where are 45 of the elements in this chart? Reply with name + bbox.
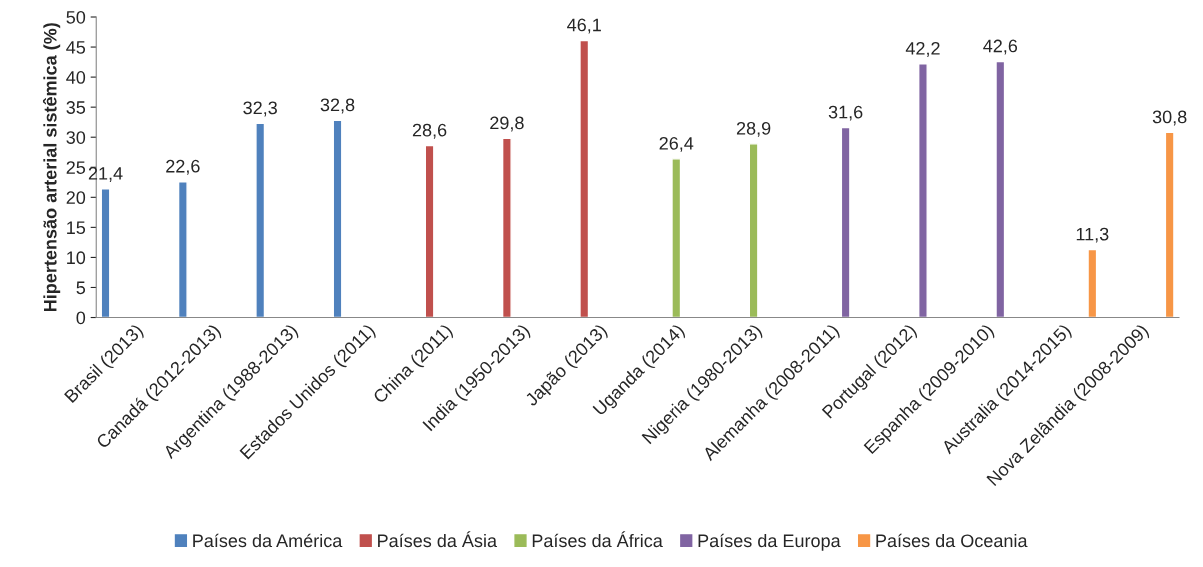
y-tick-label: 0 xyxy=(76,311,86,325)
legend-label: Países da Europa xyxy=(698,533,841,551)
y-tick-label: 20 xyxy=(66,191,86,205)
bar xyxy=(332,119,343,318)
y-tick-label: 35 xyxy=(66,101,86,114)
bar xyxy=(1164,131,1175,318)
data-label: 11,3 xyxy=(1076,227,1109,243)
bar xyxy=(671,158,682,318)
legend-label: Países da América xyxy=(193,533,343,548)
data-label: 30,8 xyxy=(1152,110,1187,126)
bar xyxy=(1087,248,1098,318)
data-label: 31,6 xyxy=(828,105,863,121)
legend-label: Países da Ásia xyxy=(378,531,498,548)
y-tick-label: 45 xyxy=(66,41,86,54)
bar xyxy=(748,143,759,318)
legend-label: Países da Oceania xyxy=(876,533,1028,548)
y-tick-label: 30 xyxy=(66,131,86,144)
data-label: 28,6 xyxy=(412,123,447,139)
y-tick-label: 10 xyxy=(67,251,86,265)
bar xyxy=(255,122,266,318)
legend-label: Países da África xyxy=(532,531,663,548)
bar xyxy=(100,188,111,318)
y-tick-label: 50 xyxy=(66,10,86,24)
bar xyxy=(579,39,590,318)
data-label: 42,2 xyxy=(905,41,940,57)
y-tick-label: 40 xyxy=(66,71,86,84)
bar xyxy=(501,137,512,318)
data-label: 32,8 xyxy=(320,98,355,114)
y-tick-label: 25 xyxy=(66,161,86,174)
data-label: 46,1 xyxy=(567,18,601,34)
bar xyxy=(177,180,188,318)
y-axis-title: Hipertensão arterial sistêmica (%) xyxy=(42,23,61,312)
y-tick-label: 15 xyxy=(67,221,86,235)
data-label: 28,9 xyxy=(736,121,771,137)
data-label: 42,6 xyxy=(983,39,1018,55)
y-tick-label: 5 xyxy=(76,281,86,295)
data-label: 32,3 xyxy=(243,101,277,117)
data-label: 22,6 xyxy=(166,159,200,175)
bar xyxy=(918,63,928,318)
data-label: 26,4 xyxy=(659,136,694,152)
data-label: 29,8 xyxy=(490,116,524,132)
data-label: 21,4 xyxy=(88,166,123,182)
bar xyxy=(424,144,435,318)
bar xyxy=(995,60,1006,318)
bar xyxy=(840,126,851,318)
